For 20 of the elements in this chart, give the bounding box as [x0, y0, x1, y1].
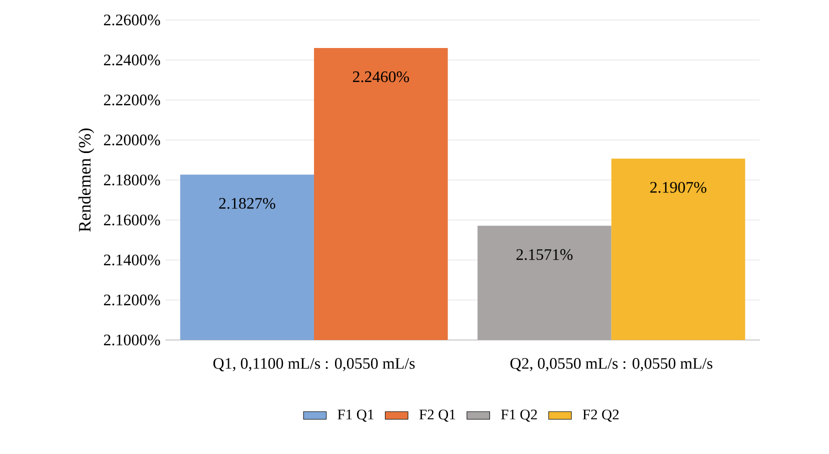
y-tick-label: 2.2200%: [104, 94, 160, 106]
y-tick-label: 2.2400%: [104, 54, 160, 66]
data-label: 2.2460%: [352, 71, 410, 82]
x-tick-label: Q2, 0,0550 mL/s : 0,0550 mL/s: [510, 358, 712, 372]
y-tick-label: 2.1600%: [104, 214, 160, 226]
data-label: 2.1827%: [219, 198, 276, 209]
data-label: 2.1571%: [516, 249, 573, 260]
legend-label: F1 Q2: [501, 410, 537, 422]
legend-label: F2 Q1: [419, 410, 456, 422]
y-tick-label: 2.2600%: [104, 14, 160, 26]
y-tick-label: 2.1800%: [104, 174, 160, 186]
y-tick-label: 2.1200%: [104, 294, 160, 306]
data-label: 2.1907%: [650, 182, 706, 193]
y-tick-label: 2.2000%: [104, 134, 160, 146]
y-tick-label: 2.1000%: [104, 334, 160, 346]
x-tick-label: Q1, 0,1100 mL/s : 0,0550 mL/s: [213, 358, 415, 372]
y-axis-title: Rendemen (%): [78, 128, 94, 232]
legend-label: F1 Q1: [338, 410, 374, 422]
y-tick-label: 2.1400%: [104, 254, 160, 266]
legend-label: F2 Q2: [582, 410, 619, 422]
